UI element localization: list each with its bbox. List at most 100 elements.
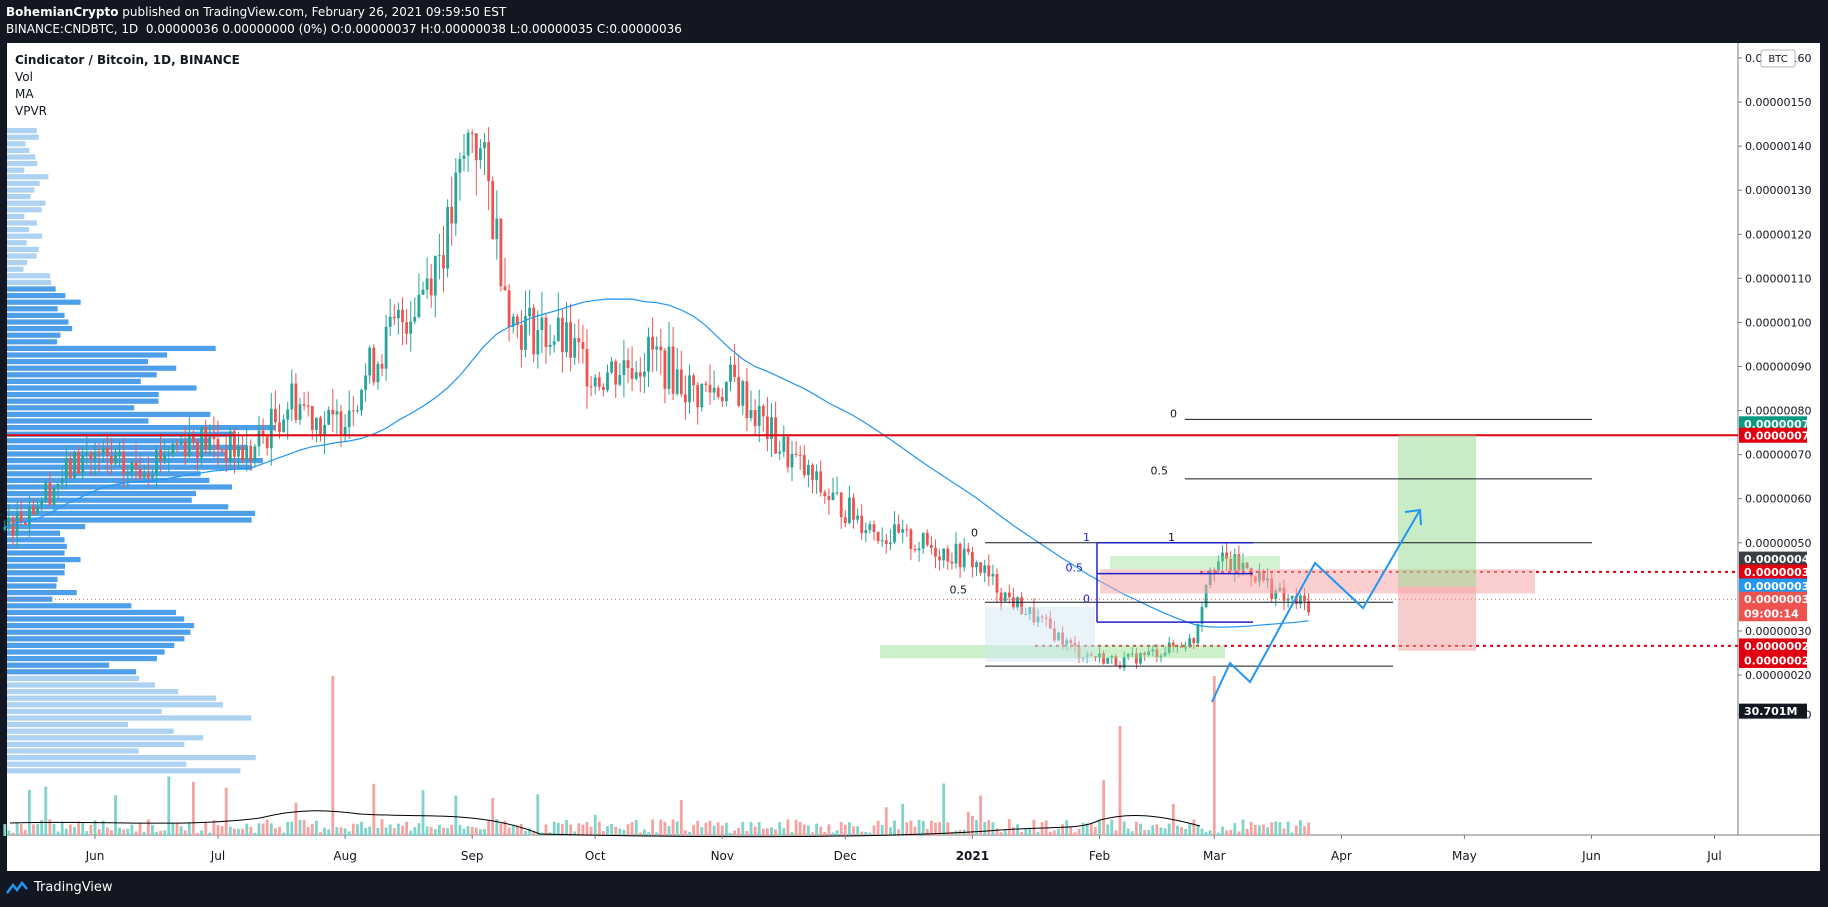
volume-bar [528,828,531,836]
vpvr-bar [7,266,24,272]
volume-bar [110,830,113,836]
volume-bar [634,820,638,836]
tradingview-brand[interactable]: TradingView [6,880,113,895]
price-tag-box [1739,703,1807,719]
volume-bar [1143,830,1146,836]
volume-bar [815,823,818,836]
candle-body [692,375,695,386]
candle-body [183,441,187,457]
volume-bar [1159,827,1163,836]
candle-body [520,325,523,350]
price-tag-label: 0.00000025 [1744,654,1817,667]
candle-body [921,532,925,549]
volume-bar [368,826,372,836]
volume-bar [192,781,195,836]
volume-bar [774,829,777,836]
volume-bar [766,828,769,836]
candle-body [1143,653,1146,656]
candle-body [991,574,995,577]
indicator-vpvr[interactable]: VPVR [15,104,47,118]
candle-body [52,487,56,505]
volume-bar [89,824,93,836]
candle-body [1044,617,1048,619]
publisher-name[interactable]: BohemianCrypto [6,5,119,19]
fib-label: 0 [1083,592,1090,605]
candle-body [187,434,191,457]
time-tick-label: Jun [85,849,105,863]
symbol-title[interactable]: Cindicator / Bitcoin, 1D, BINANCE [15,53,240,67]
volume-bar [347,831,351,836]
chart-panel[interactable] [7,43,1820,871]
candle-body [1048,618,1052,629]
candle-body [569,322,572,358]
volume-bar [200,830,203,836]
volume-bar [511,824,515,836]
volume-bar [1102,780,1105,836]
price-tag-label: 0.00000036 [1744,593,1817,606]
candle-body [290,383,294,410]
vpvr-bar [7,695,217,701]
candle-body [130,462,134,473]
vpvr-bar [7,702,223,708]
volume-bar [524,830,527,836]
candle-body [913,549,917,551]
volume-bar [679,800,683,836]
price-tag-label: 0.00000075 [1744,418,1817,431]
candle-body [1024,614,1028,616]
candle-body [155,450,158,476]
candle-body [1077,646,1081,659]
vpvr-bar [7,194,31,200]
indicator-vol[interactable]: Vol [15,70,33,84]
volume-bar [1245,828,1249,836]
vpvr-bar [7,484,233,490]
candle-body [491,181,495,240]
currency-badge[interactable] [1760,49,1796,68]
vpvr-bar [7,656,157,662]
candle-body [1229,559,1233,571]
candle-body [1282,587,1286,601]
candle-body [872,524,876,532]
volume-bar [1200,828,1204,836]
volume-bar [228,826,232,836]
indicator-ma[interactable]: MA [15,87,34,101]
candle-body [122,452,126,475]
candle-body [852,497,855,520]
candle-body [659,346,663,351]
volume-bar [298,819,302,836]
candle-body [532,307,536,355]
vpvr-bar [7,154,36,160]
volume-bar [581,824,585,836]
vpvr-bar [7,603,132,609]
candle-body [946,548,950,562]
volume-bar [142,832,146,836]
volume-bar [315,820,318,836]
volume-bar [1204,832,1208,836]
vpvr-bar [7,385,197,391]
volume-bar [196,832,199,836]
volume-bar [790,831,794,836]
volume-bar [593,814,597,836]
volume-bar [167,776,171,836]
candle-body [901,529,905,533]
volume-bar [421,790,425,836]
candle-body [97,452,101,454]
candle-body [577,338,581,343]
candle-body [60,478,64,484]
candle-body [790,453,794,468]
volume-bar [19,824,23,836]
candle-body [28,505,31,525]
candle-body [552,341,556,345]
vpvr-bar [7,735,204,741]
candle-body [561,317,564,353]
volume-bar [1077,829,1081,836]
volume-bar [81,822,85,836]
volume-bar [1192,819,1196,836]
candle-body [827,496,831,501]
candle-body [606,372,609,391]
candle-body [602,386,605,391]
volume-bar [1094,827,1097,836]
candle-body [1102,653,1105,664]
candle-body [483,141,486,149]
volume-ma-line [9,810,1201,838]
